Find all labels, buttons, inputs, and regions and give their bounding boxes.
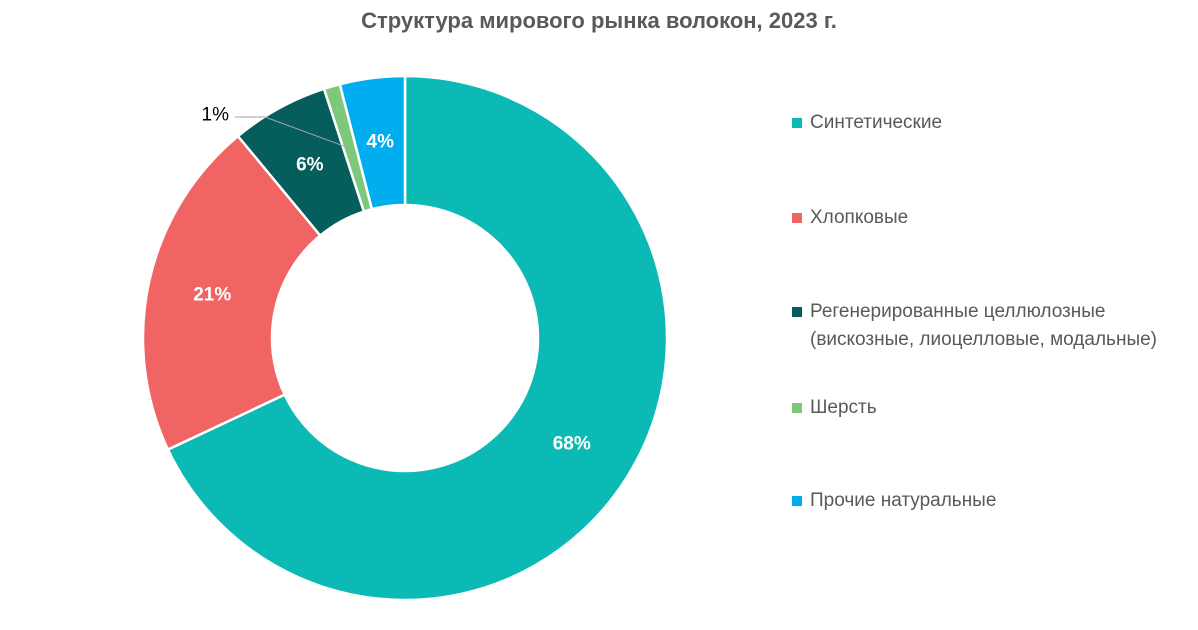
slice-хлопковые	[141, 134, 322, 452]
legend-swatch-синтетические	[792, 118, 802, 128]
legend-swatch-шерсть	[792, 403, 802, 413]
legend-item-прочие: Прочие натуральные	[792, 487, 1172, 515]
slice-прочие	[338, 74, 407, 211]
legend-swatch-хлопковые	[792, 213, 802, 223]
legend-label-шерсть: Шерсть	[810, 397, 877, 418]
data-label-шерсть: 1%	[202, 105, 230, 126]
legend-label-регенерированные: Регенерированные целлюлозные (вискозные,…	[810, 301, 1157, 350]
legend-swatch-прочие	[792, 496, 802, 506]
data-label-регенерированные: 6%	[296, 154, 324, 175]
legend-label-прочие: Прочие натуральные	[810, 490, 997, 511]
legend-item-регенерированные: Регенерированные целлюлозные (вискозные,…	[792, 298, 1172, 354]
legend-label-синтетические: Синтетические	[810, 112, 943, 133]
slice-синтетические	[166, 74, 669, 602]
data-label-хлопковые: 21%	[193, 284, 231, 305]
legend-label-хлопковые: Хлопковые	[810, 207, 909, 228]
data-label-синтетические: 68%	[553, 433, 591, 454]
legend-item-шерсть: Шерсть	[792, 394, 1172, 422]
chart-title: Структура мирового рынка волокон, 2023 г…	[361, 8, 837, 33]
leader-line-шерсть	[235, 116, 351, 149]
legend-swatch-регенерированные	[792, 307, 802, 317]
chart-legend: Синтетические Хлопковые Регенерированные ц…	[792, 0, 1192, 630]
data-label-прочие: 4%	[367, 132, 395, 153]
legend-item-хлопковые: Хлопковые	[792, 204, 1172, 232]
legend-item-синтетические: Синтетические	[792, 109, 1172, 137]
